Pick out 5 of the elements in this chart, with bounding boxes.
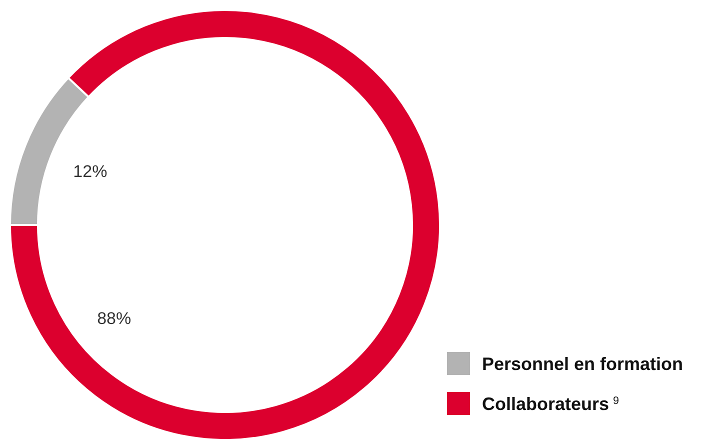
- legend-label: Personnel en formation: [482, 354, 684, 374]
- legend-label: Collaborateurs$^{9}$: [482, 394, 620, 414]
- donut-slice: [9, 9, 441, 439]
- data-label: 88%: [97, 308, 132, 328]
- data-label: 12%: [73, 162, 108, 182]
